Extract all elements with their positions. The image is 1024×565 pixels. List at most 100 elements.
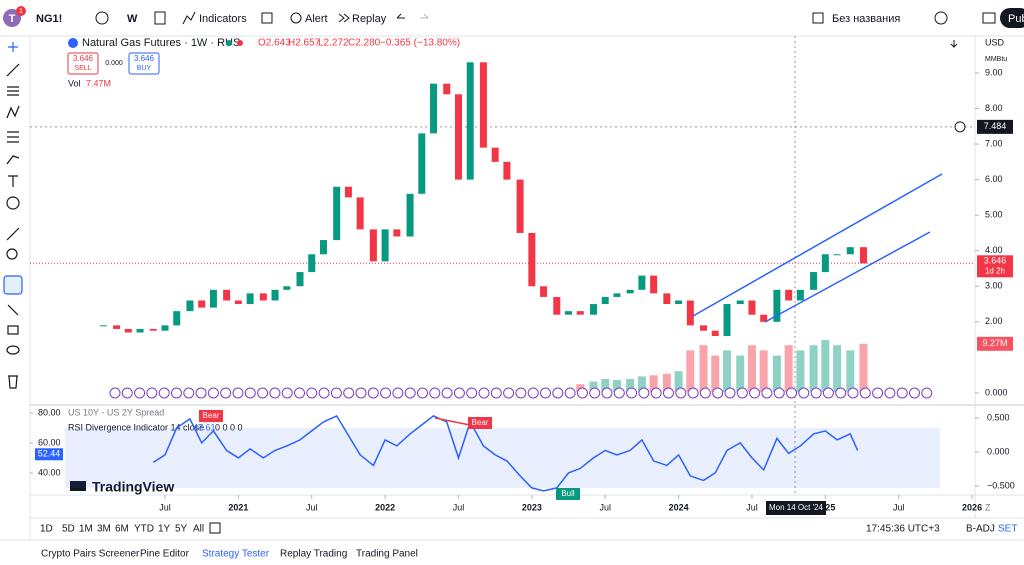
avatar[interactable]: [3, 9, 21, 27]
range-bar: 1D 5D 1M 3M 6M YTD 1Y 5Y All: [40, 524, 204, 535]
session[interactable]: SET: [998, 524, 1017, 535]
event-icon: [675, 387, 687, 399]
bottom-tab[interactable]: Replay Trading: [280, 549, 347, 560]
interval[interactable]: W: [127, 13, 138, 25]
snapshot-icon[interactable]: [982, 12, 996, 24]
auto-scale[interactable]: Z: [985, 502, 991, 512]
pattern-tool[interactable]: [6, 105, 20, 119]
event-icon: [207, 387, 219, 399]
volume-bar: [846, 350, 855, 392]
candle: [246, 293, 254, 305]
range-button[interactable]: YTD: [134, 524, 154, 535]
volume-bar: [662, 373, 671, 392]
symbol-logo: [68, 38, 78, 48]
text-tool[interactable]: [8, 175, 18, 187]
event-icon: [380, 387, 392, 399]
event-icon: [810, 387, 822, 399]
drawing-mode-tool[interactable]: [7, 304, 19, 316]
volume-value: 7.47M: [86, 78, 111, 88]
countdown: 1d 2h: [985, 266, 1005, 275]
range-button[interactable]: All: [193, 524, 204, 535]
chart-type-icon[interactable]: [154, 11, 166, 25]
x-tick-label: 2021: [228, 502, 248, 512]
event-icon: [244, 387, 256, 399]
alert-button[interactable]: Alert: [305, 13, 328, 25]
event-icon: [318, 387, 330, 399]
adjust[interactable]: B-ADJ: [966, 524, 995, 535]
fib-tool[interactable]: [7, 86, 19, 96]
forecast-tool[interactable]: [7, 131, 19, 143]
event-icon: [281, 387, 293, 399]
settings-icon[interactable]: [934, 11, 948, 25]
layouts-icon[interactable]: [261, 12, 273, 24]
range-button[interactable]: 5D: [62, 524, 75, 535]
annotation: Bear: [472, 418, 489, 427]
range-button[interactable]: 5Y: [175, 524, 188, 535]
indicators-button[interactable]: Indicators: [199, 13, 247, 25]
publish-label: Pub: [1008, 13, 1024, 25]
trend-line-tool[interactable]: [6, 63, 20, 77]
event-icon: [490, 387, 502, 399]
event-icon: [121, 387, 133, 399]
emoji-tool[interactable]: [6, 196, 20, 210]
volume-legend: Vol: [68, 78, 81, 88]
divergence-line: [434, 417, 471, 426]
bottom-tab[interactable]: Strategy Tester: [202, 549, 270, 560]
event-icon: [171, 387, 182, 399]
layout-name[interactable]: Без названия: [832, 13, 900, 25]
candle: [393, 229, 401, 237]
redo-icon[interactable]: [420, 13, 429, 19]
bottom-tab[interactable]: Trading Panel: [356, 549, 418, 560]
event-icon: [367, 387, 379, 399]
range-button[interactable]: 3M: [97, 524, 111, 535]
volume-bar: [859, 343, 868, 392]
event-icon: [786, 387, 797, 399]
y-tick-label: 60.00: [38, 437, 61, 447]
x-tick-label: Jul: [159, 502, 171, 512]
range-button[interactable]: 6M: [115, 524, 129, 535]
x-tick-label: Jul: [746, 502, 758, 512]
date-range-icon[interactable]: [209, 522, 221, 534]
remove-tool[interactable]: [8, 375, 18, 389]
currency[interactable]: USD: [985, 37, 1005, 47]
spread: 0.000: [105, 60, 123, 67]
candle: [589, 304, 597, 315]
event-icon: [269, 387, 281, 399]
event-icon: [798, 387, 810, 399]
event-icon: [392, 387, 404, 399]
candle: [859, 247, 867, 264]
event-icon: [749, 387, 761, 399]
event-icon: [613, 387, 625, 399]
range-button[interactable]: 1Y: [158, 524, 171, 535]
zoom-tool[interactable]: [6, 248, 18, 260]
candle: [161, 325, 169, 331]
range-button[interactable]: 1D: [40, 524, 53, 535]
bottom-tab[interactable]: Crypto Pairs Screener: [41, 549, 140, 560]
replay-button[interactable]: Replay: [352, 13, 387, 25]
magnet-tool[interactable]: [3, 275, 23, 295]
add-symbol-icon[interactable]: [95, 11, 109, 25]
crosshair-tool[interactable]: [8, 42, 18, 52]
hide-tool[interactable]: [6, 345, 20, 355]
symbol[interactable]: NG1!: [36, 13, 62, 25]
annotation-box: [199, 410, 223, 422]
range-button[interactable]: 1M: [79, 524, 93, 535]
sell-button[interactable]: [67, 52, 99, 75]
scroll-icon[interactable]: [950, 40, 958, 48]
publish-button[interactable]: [1000, 8, 1024, 28]
lock-tool[interactable]: [7, 325, 19, 335]
brush-tool[interactable]: [6, 155, 20, 165]
layout-icon: [812, 12, 824, 24]
buy-label: BUY: [137, 65, 152, 72]
buy-button[interactable]: [128, 52, 160, 75]
event-icon: [343, 387, 355, 399]
x-tick-label: Jul: [893, 502, 905, 512]
ruler-tool[interactable]: [6, 227, 20, 241]
candle: [785, 289, 793, 301]
annotation-box: [556, 488, 580, 500]
undo-icon[interactable]: [396, 13, 405, 19]
y-tick-label: 40.00: [38, 467, 61, 477]
change: −0.365 (−13.80%): [380, 38, 460, 49]
bottom-tab[interactable]: Pine Editor: [140, 549, 190, 560]
candle: [223, 289, 231, 301]
